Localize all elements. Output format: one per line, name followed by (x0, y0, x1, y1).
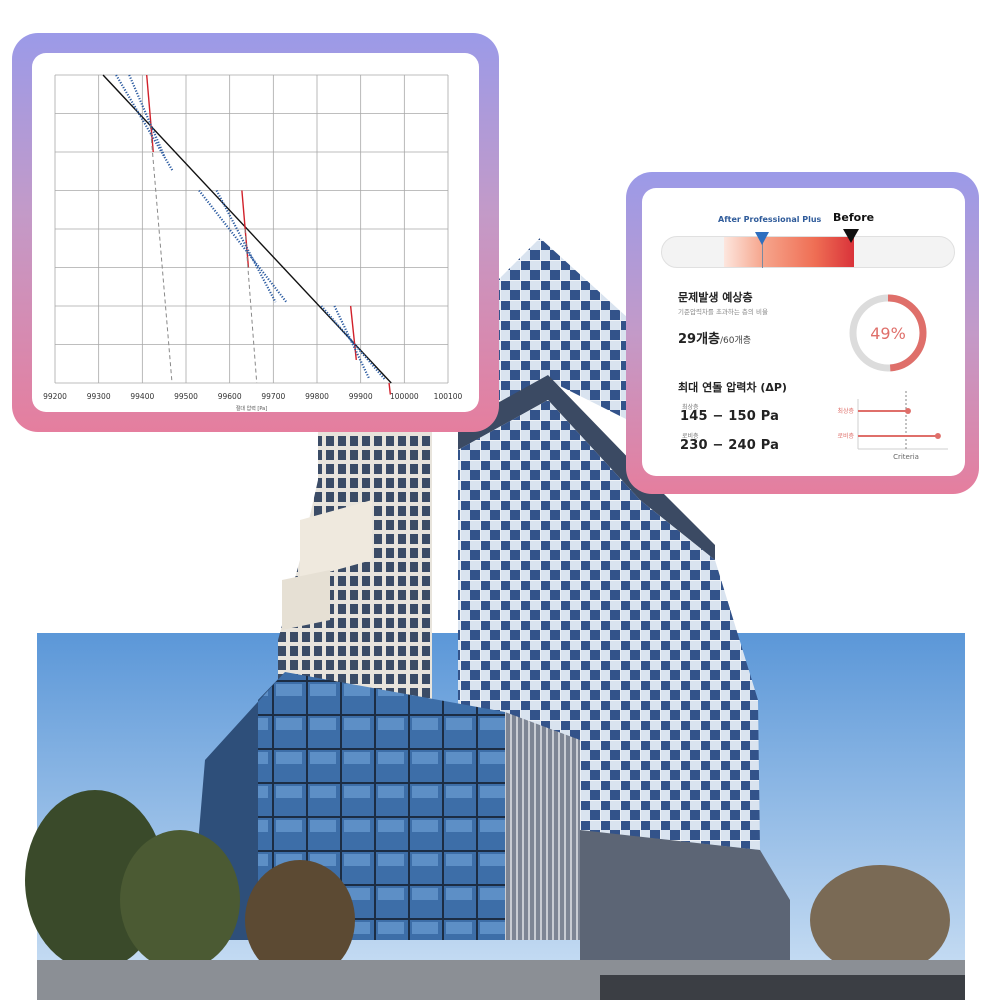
before-marker-icon (843, 229, 859, 243)
series-line-dotted-blue (198, 189, 288, 303)
after-line (762, 236, 763, 268)
floors-total: /60개층 (720, 336, 752, 346)
bottom-floor-label: 로비층 (682, 433, 699, 440)
x-tick-label: 100100 (434, 392, 463, 401)
series-line-dotted-blue (115, 74, 174, 172)
mini-row-label: 로비층 (837, 432, 854, 440)
before-label: Before (833, 211, 875, 224)
series-line-dashed-gray (244, 228, 258, 384)
section-title-pressure: 최대 연돌 압력차 (ΔP) (678, 381, 787, 394)
x-tick-label: 99500 (174, 392, 198, 401)
x-tick-label: 99400 (130, 392, 154, 401)
bottom-floor-value: 230 − 240 Pa (680, 438, 780, 453)
x-tick-label: 99200 (43, 392, 67, 401)
section-title-problem-floors: 문제발생 예상층 (678, 291, 753, 304)
chart-card: 99200 99300 99400 99500 99600 99700 99800 99900… (12, 33, 499, 432)
floors-value: 29개층/60개층 (678, 328, 751, 347)
series-line-solid-red (349, 305, 357, 360)
gauge-percent-label: 49% (870, 324, 906, 343)
floors-count: 29개층 (678, 332, 721, 347)
chart-panel: 99200 99300 99400 99500 99600 99700 99800 99900… (32, 53, 479, 412)
series-line-dashed-gray (149, 125, 173, 384)
x-tick-label: 99600 (218, 392, 242, 401)
x-tick-label: 99300 (87, 392, 111, 401)
x-axis-label: 절대 압력 [Pa] (236, 405, 267, 412)
top-floor-label: 최상층 (682, 404, 699, 411)
pressure-chart: 99200 99300 99400 99500 99600 99700 99800 99900… (43, 74, 463, 412)
x-tick-label: 99700 (261, 392, 285, 401)
after-marker-icon (755, 232, 769, 245)
report-panel: After Professional Plus Before 문제발생 예상층 … (642, 188, 965, 476)
gauge-fill (887, 294, 927, 372)
percentage-gauge: 49% (849, 294, 927, 372)
section-subtitle: 기준압력차를 초과하는 층의 비율 (678, 308, 768, 316)
mini-row-label: 최상층 (837, 407, 854, 415)
report-card: After Professional Plus Before 문제발생 예상층 … (626, 172, 979, 494)
series-line-solid-red (388, 382, 392, 395)
criteria-label: Criteria (893, 453, 919, 461)
x-tick-label: 100000 (390, 392, 419, 401)
mini-bar-dot (904, 408, 911, 414)
x-tick-label: 99800 (305, 392, 329, 401)
x-tick-label: 99900 (349, 392, 373, 401)
after-label: After Professional Plus (718, 215, 822, 224)
series-line-solid-red (146, 74, 154, 153)
series-line-dotted-blue (128, 74, 166, 157)
mini-bar-dot (934, 433, 941, 439)
series-line-dotted-blue (333, 305, 371, 380)
pressure-fill (724, 237, 854, 267)
top-floor-value: 145 − 150 Pa (680, 409, 780, 424)
series-line-dotted-blue (320, 305, 386, 380)
